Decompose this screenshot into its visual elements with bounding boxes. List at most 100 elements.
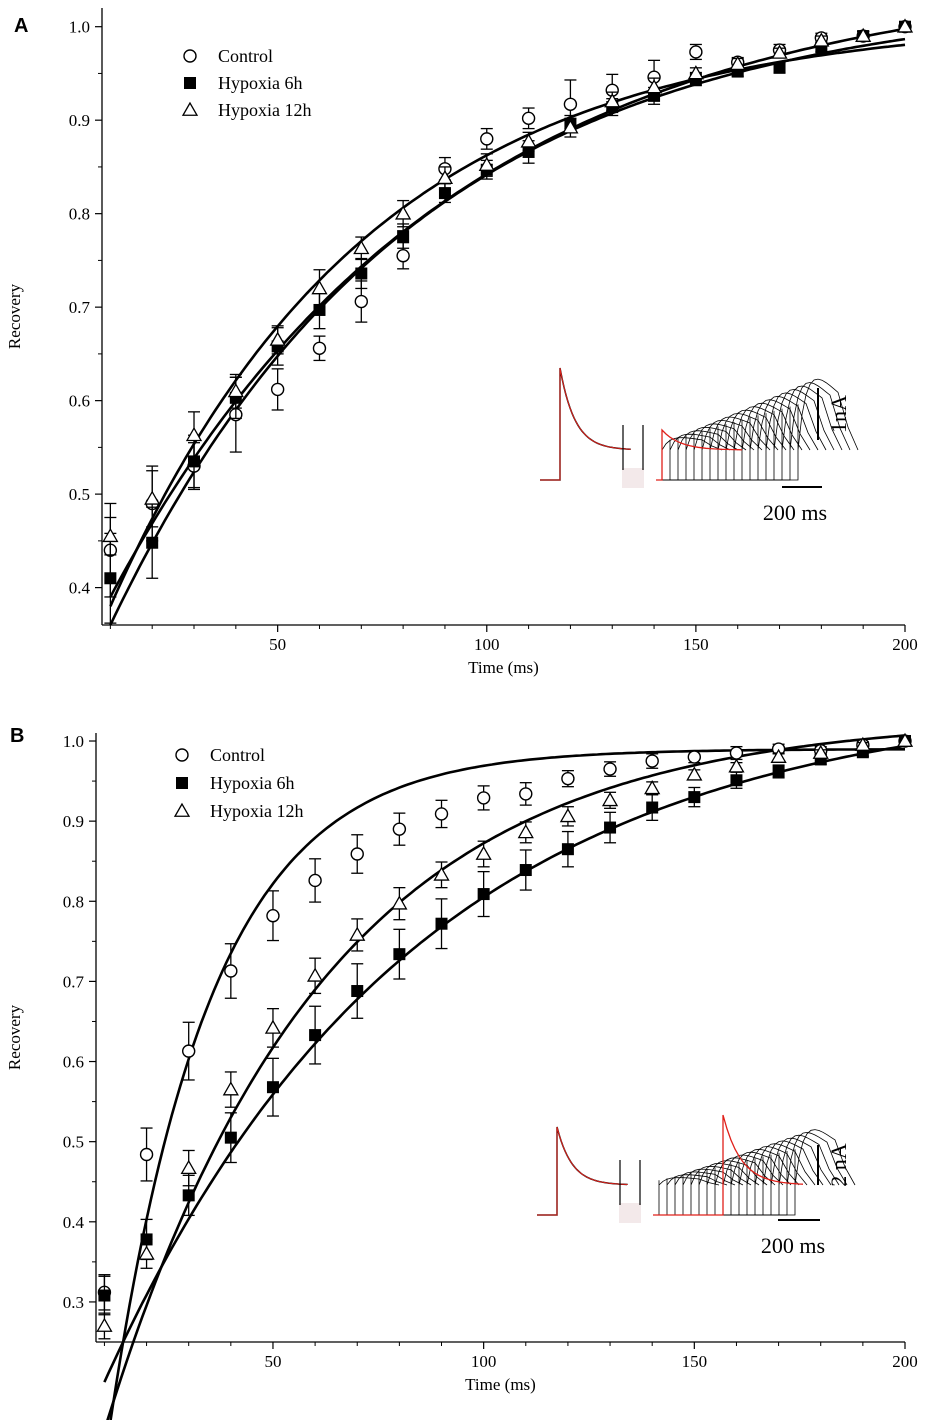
y-tick-label: 0.3	[63, 1293, 84, 1312]
data-point	[104, 572, 117, 585]
data-point	[397, 230, 410, 243]
data-point	[264, 1019, 282, 1034]
legend-label: Hypoxia 6h	[218, 73, 303, 93]
panel-b: B 0.3 0.4 0.5 0.6 0.7 0.8 0.9 1.0 50 100 150 200 Time…	[5, 725, 918, 1420]
data-point	[601, 792, 619, 807]
data-point	[771, 44, 788, 59]
data-point	[433, 866, 450, 881]
legend-label: Control	[210, 745, 265, 765]
x-tick-label: 200	[892, 1352, 918, 1371]
legend-label: Control	[218, 46, 273, 66]
data-point	[896, 732, 914, 747]
inset-test-trace	[656, 433, 731, 481]
y-tick-label: 0.9	[63, 812, 84, 831]
data-point	[182, 1189, 195, 1202]
y-axis-label: Recovery	[5, 283, 24, 349]
inset-test-trace	[656, 413, 779, 481]
inset-gap-shade	[619, 1203, 641, 1223]
fit-curve-square-filled	[103, 744, 906, 1383]
data-point	[896, 18, 914, 33]
inset-test-trace	[653, 1131, 848, 1216]
panel-letter: B	[10, 725, 24, 747]
x-tick-label: 50	[264, 1352, 281, 1371]
inset-test-trace	[656, 392, 827, 481]
data-point	[185, 426, 203, 442]
data-point	[521, 111, 536, 126]
data-point	[306, 967, 324, 982]
inset-red-trace	[540, 367, 631, 481]
data-point	[854, 736, 871, 751]
legend-label: Hypoxia 12h	[218, 100, 312, 120]
y-tick-label: 0.5	[63, 1133, 84, 1152]
data-point	[224, 964, 238, 978]
data-point	[728, 758, 745, 773]
data-point	[812, 744, 829, 759]
data-point	[180, 1159, 197, 1175]
data-point	[312, 341, 327, 355]
x-tick-label: 50	[269, 635, 286, 654]
panel-letter: A	[14, 15, 28, 37]
data-point	[519, 864, 532, 877]
legend-label: Hypoxia 6h	[210, 773, 295, 793]
data-point	[772, 765, 785, 778]
y-tick-label: 0.7	[69, 298, 91, 317]
y-tick-label: 1.0	[63, 732, 84, 751]
x-axis-label: Time (ms)	[468, 658, 539, 677]
data-point	[770, 748, 787, 763]
data-point	[559, 808, 577, 823]
fit-curve-circle-open	[109, 748, 905, 1420]
inset-test-trace	[653, 1168, 744, 1216]
inset-red-test-trace	[653, 1114, 804, 1216]
data-point	[349, 926, 366, 941]
inset-test-trace	[653, 1157, 776, 1216]
y-tick-label: 0.8	[63, 892, 84, 911]
y-tick-label: 0.7	[63, 972, 85, 991]
series-hypoxia-12h	[102, 18, 914, 556]
data-point	[689, 45, 703, 59]
data-point	[266, 909, 280, 923]
x-tick-label: 200	[892, 635, 918, 654]
data-point	[98, 1289, 111, 1302]
inset-test-trace	[656, 419, 763, 481]
data-point	[350, 847, 364, 861]
data-point	[687, 750, 702, 764]
series-hypoxia-12h	[96, 732, 914, 1340]
data-point	[266, 1081, 279, 1094]
data-point	[730, 774, 743, 787]
inset-test-trace	[656, 416, 771, 481]
inset-test-trace	[653, 1143, 816, 1216]
series-control	[97, 734, 912, 1311]
y-tick-label: 0.6	[63, 1053, 84, 1072]
data-point	[438, 187, 451, 200]
data-point	[181, 1044, 196, 1058]
data-point	[146, 536, 159, 549]
data-point	[102, 527, 119, 543]
inset-traces	[540, 367, 859, 488]
data-point	[562, 119, 579, 134]
legend-marker	[181, 101, 199, 116]
legend-marker	[176, 777, 188, 789]
inset-test-trace	[656, 395, 819, 481]
data-point	[270, 382, 285, 397]
inset-test-trace	[656, 382, 851, 481]
data-point	[855, 27, 872, 42]
legend: Control Hypoxia 6h Hypoxia 12h	[181, 46, 312, 120]
data-point	[729, 746, 744, 760]
series-hypoxia-6h	[98, 735, 911, 1316]
x-tick-label: 100	[474, 635, 500, 654]
data-point	[519, 787, 533, 801]
inset-test-trace	[653, 1174, 728, 1216]
inset-conditioning-trace	[537, 1126, 628, 1216]
legend-marker	[173, 802, 191, 817]
data-point	[311, 280, 328, 295]
data-point	[729, 55, 746, 70]
y-tick-label: 0.6	[69, 392, 90, 411]
y-tick-label: 0.5	[69, 485, 90, 504]
inset-red-trace	[537, 1126, 628, 1216]
data-point	[309, 1029, 322, 1042]
scale-current-label: 2 nA	[826, 1143, 851, 1187]
data-point	[477, 888, 490, 901]
inset-test-trace	[656, 378, 859, 481]
data-point	[435, 917, 448, 930]
inset-test-trace	[656, 423, 755, 481]
